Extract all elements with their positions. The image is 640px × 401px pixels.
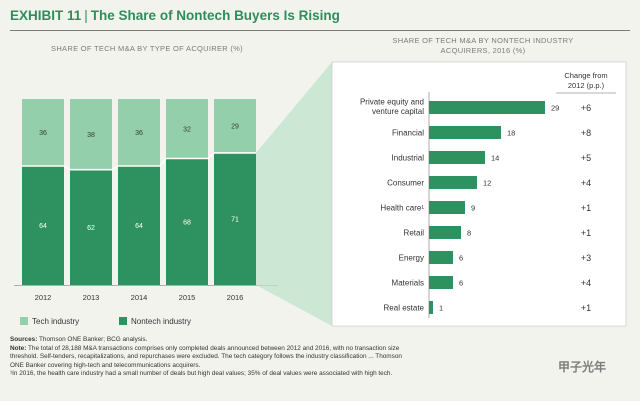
note-line-3: ONE Banker covering high-tech and teleco… xyxy=(10,361,201,369)
hbar-materials xyxy=(429,276,453,289)
hbar-retail xyxy=(429,226,461,239)
hbar-label-materials: Materials xyxy=(392,279,424,288)
change-value-health-care: +1 xyxy=(581,203,591,213)
nontech-boundary-line xyxy=(22,152,256,171)
label-nontech-2012: 64 xyxy=(39,223,47,230)
hbar-value-financial: 18 xyxy=(507,129,515,138)
bar-tech-2015 xyxy=(166,99,208,159)
label-nontech-2013: 62 xyxy=(87,225,95,232)
legend-label-nontech: Nontech industry xyxy=(131,317,191,326)
hbar-label-industrial: Industrial xyxy=(392,154,425,163)
bar-nontech-2015 xyxy=(166,158,208,285)
exhibit-headline: The Share of Nontech Buyers Is Rising xyxy=(90,8,340,23)
note-line-2: threshold. Self-tenders, recapitalizatio… xyxy=(10,353,402,361)
label-tech-2013: 38 xyxy=(87,132,95,139)
hbar-label-retail: Retail xyxy=(404,229,425,238)
title-separator: | xyxy=(84,8,88,23)
exhibit-title: EXHIBIT 11 | The Share of Nontech Buyers I… xyxy=(10,8,630,28)
x-tick-2016: 2016 xyxy=(227,293,244,302)
change-header-line1: Change from xyxy=(564,71,607,80)
hbar-label-real-estate: Real estate xyxy=(384,304,425,313)
hbar-value-retail: 8 xyxy=(467,229,471,238)
bar-tech-2016 xyxy=(214,99,256,153)
hbar-health-care xyxy=(429,201,465,214)
hbar-label-financial: Financial xyxy=(392,129,424,138)
bar-nontech-2012 xyxy=(22,165,64,285)
hbar-value-real-estate: 1 xyxy=(439,304,443,313)
note-label: Note: xyxy=(10,344,27,352)
label-tech-2012: 36 xyxy=(39,130,47,137)
note-text-1: The total of 28,188 M&A transactions com… xyxy=(26,344,400,352)
label-tech-2015: 32 xyxy=(183,126,191,133)
x-tick-2014: 2014 xyxy=(131,293,148,302)
bar-tech-2012 xyxy=(22,99,64,166)
change-value-financial: +8 xyxy=(581,128,591,138)
label-tech-2016: 29 xyxy=(231,123,239,130)
title-rule xyxy=(10,30,630,31)
hbar-value-private-equity-and-venture-capital: 29 xyxy=(551,104,559,113)
hbar-value-industrial: 14 xyxy=(491,154,499,163)
hbar-value-energy: 6 xyxy=(459,254,463,263)
hbar-private-equity-and-venture-capital xyxy=(429,101,545,114)
change-header-line2: 2012 (p.p.) xyxy=(568,81,605,90)
hbar-energy xyxy=(429,251,453,264)
hbar-value-materials: 6 xyxy=(459,279,463,288)
hbar-label-health-care: Health care¹ xyxy=(380,204,424,213)
legend-label-tech: Tech industry xyxy=(32,317,79,326)
bar-tech-2014 xyxy=(118,99,160,166)
change-value-retail: +1 xyxy=(581,228,591,238)
hbar-label-private-equity-and-venture-capital-line2: venture capital xyxy=(372,107,424,116)
x-tick-2013: 2013 xyxy=(83,293,100,302)
change-value-consumer: +4 xyxy=(581,178,591,188)
change-value-materials: +4 xyxy=(581,278,591,288)
hbar-label-energy: Energy xyxy=(399,254,424,263)
label-nontech-2014: 64 xyxy=(135,223,143,230)
bar-nontech-2013 xyxy=(70,169,112,285)
label-nontech-2016: 71 xyxy=(231,216,239,223)
x-tick-2012: 2012 xyxy=(35,293,52,302)
bar-nontech-2014 xyxy=(118,165,160,285)
bar-tech-2013 xyxy=(70,99,112,170)
sources-line: Sources: Thomson ONE Banker; BCG analysi… xyxy=(10,336,630,345)
note-line-1: Note: The total of 28,188 M&A transactio… xyxy=(10,345,630,354)
right-chart-title: SHARE OF TECH M&A BY NONTECH INDUSTRY AC… xyxy=(392,36,574,55)
change-value-real-estate: +1 xyxy=(581,303,591,313)
hbar-label-private-equity-and-venture-capital-line1: Private equity and xyxy=(360,98,424,107)
left-chart-title: SHARE OF TECH M&A BY TYPE OF ACQUIRER (%… xyxy=(51,44,243,53)
bar-nontech-2016 xyxy=(214,152,256,285)
footnote: ¹In 2016, the health care industry had a… xyxy=(10,370,393,378)
hbar-consumer xyxy=(429,176,477,189)
hbar-value-health-care: 9 xyxy=(471,204,475,213)
hbar-financial xyxy=(429,126,501,139)
hbar-real-estate xyxy=(429,301,433,314)
legend-swatch-tech xyxy=(20,317,28,325)
x-tick-2015: 2015 xyxy=(179,293,196,302)
callout-wedge xyxy=(256,62,332,326)
change-value-industrial: +5 xyxy=(581,153,591,163)
sources-text: Thomson ONE Banker; BCG analysis. xyxy=(37,336,148,343)
legend-swatch-nontech xyxy=(119,317,127,325)
watermark-text: 甲子光年 xyxy=(558,360,607,374)
hbar-industrial xyxy=(429,151,485,164)
sources-label: Sources: xyxy=(10,336,38,343)
change-value-energy: +3 xyxy=(581,253,591,263)
notes-block: Sources: Thomson ONE Banker; BCG analysi… xyxy=(10,336,630,379)
hbar-label-consumer: Consumer xyxy=(387,179,424,188)
label-tech-2014: 36 xyxy=(135,130,143,137)
label-nontech-2015: 68 xyxy=(183,219,191,226)
exhibit-number: EXHIBIT 11 xyxy=(10,8,82,23)
change-value-private-equity-and-venture-capital: +6 xyxy=(581,103,591,113)
hbar-value-consumer: 12 xyxy=(483,179,491,188)
